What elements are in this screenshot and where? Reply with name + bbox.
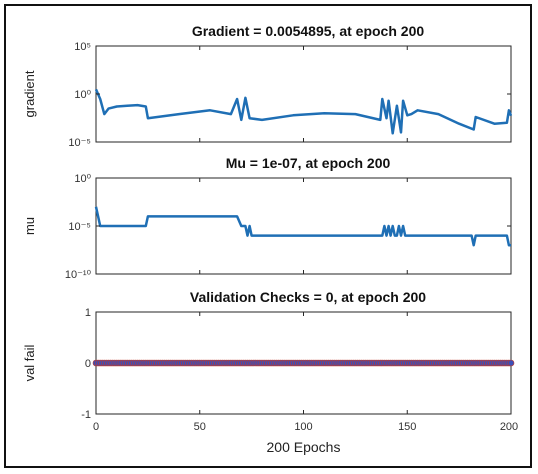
gradient-panel: Gradient = 0.0054895, at epoch 200 gradi…	[22, 23, 513, 149]
mu-line	[94, 206, 511, 247]
val-fail-point	[507, 359, 515, 367]
gradient-line	[94, 88, 513, 135]
figure-window: Gradient = 0.0054895, at epoch 200 gradi…	[4, 4, 532, 468]
val-fail-ytick: 1	[85, 307, 91, 319]
gradient-ytick: 10⁰	[74, 89, 91, 101]
val-fail-panel: Validation Checks = 0, at epoch 200 val …	[22, 289, 518, 455]
x-axis-label: 200 Epochs	[267, 439, 341, 455]
mu-tick-marks	[95, 177, 512, 275]
gradient-ytick: 10⁻⁵	[68, 137, 91, 149]
gradient-ytick: 10⁵	[74, 41, 91, 53]
training-plot-figure: Gradient = 0.0054895, at epoch 200 gradi…	[22, 23, 518, 455]
mu-panel: Mu = 1e-07, at epoch 200 mu 10⁰ 10⁻⁵ 10⁻…	[22, 155, 512, 281]
val-fail-xtick: 150	[398, 421, 416, 433]
val-fail-points	[92, 359, 515, 367]
val-fail-xtick: 0	[93, 421, 99, 433]
val-fail-xtick: 100	[294, 421, 312, 433]
gradient-axes	[95, 45, 512, 143]
mu-ylabel: mu	[22, 217, 37, 235]
mu-ytick: 10⁰	[74, 173, 91, 185]
val-fail-ytick: -1	[81, 409, 91, 421]
gradient-ylabel: gradient	[22, 70, 37, 117]
val-fail-title: Validation Checks = 0, at epoch 200	[190, 289, 426, 305]
val-fail-x-ticks	[95, 311, 512, 415]
mu-title: Mu = 1e-07, at epoch 200	[226, 155, 391, 171]
mu-ytick: 10⁻¹⁰	[65, 269, 92, 281]
gradient-tick-marks	[95, 45, 512, 143]
mu-ytick: 10⁻⁵	[68, 221, 91, 233]
val-fail-xtick: 50	[194, 421, 206, 433]
mu-axes	[95, 177, 512, 275]
gradient-title: Gradient = 0.0054895, at epoch 200	[192, 23, 425, 39]
val-fail-ylabel: val fail	[22, 344, 37, 381]
val-fail-xtick: 200	[500, 421, 518, 433]
val-fail-ytick: 0	[85, 358, 91, 370]
